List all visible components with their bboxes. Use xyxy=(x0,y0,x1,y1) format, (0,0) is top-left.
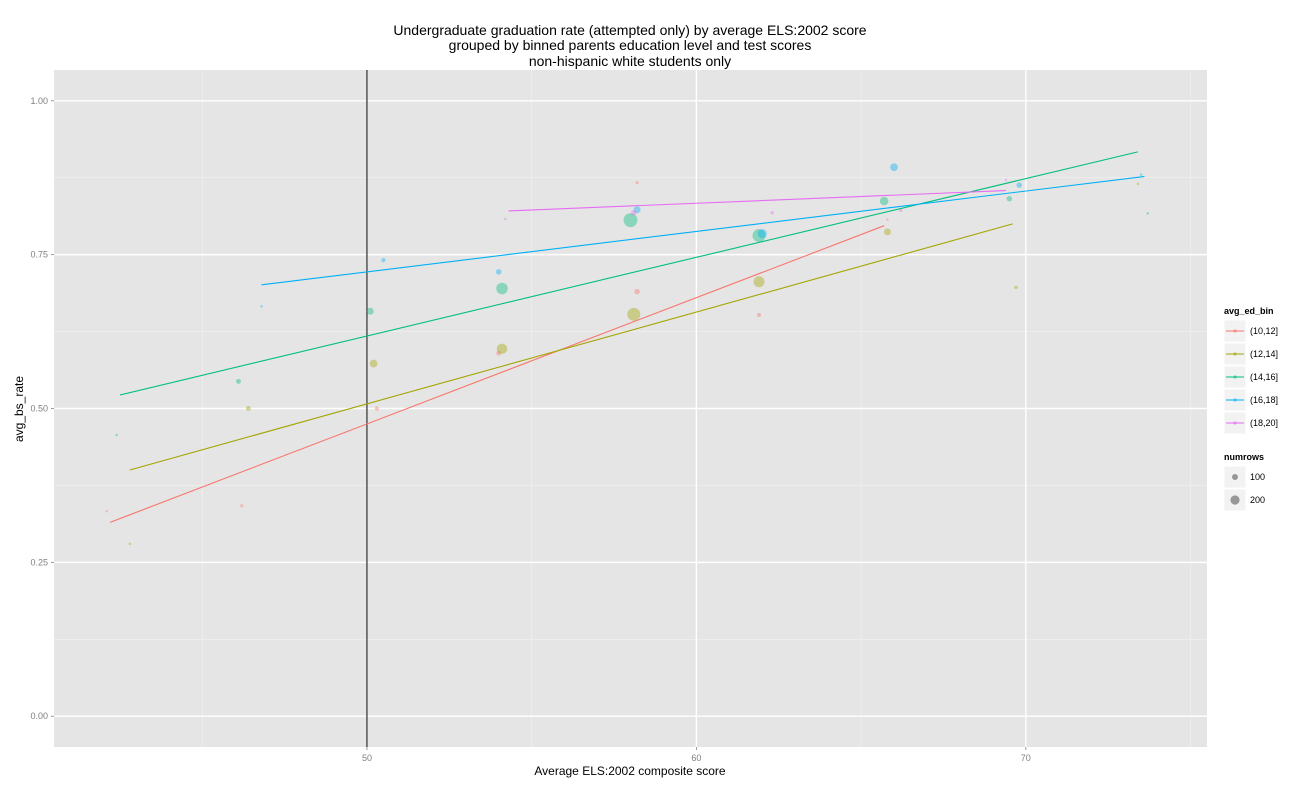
chart-title-line-2: grouped by binned parents education leve… xyxy=(449,37,812,53)
color-legend-dot xyxy=(1233,375,1237,379)
trend-lines-layer xyxy=(109,151,1145,523)
data-point xyxy=(1139,173,1143,176)
size-legend-label: 100 xyxy=(1250,472,1265,482)
x-axis-title: Average ELS:2002 composite score xyxy=(534,764,726,778)
y-tick-label: 0.50 xyxy=(30,404,48,414)
data-point xyxy=(757,229,767,239)
data-point xyxy=(369,359,378,368)
data-point xyxy=(240,504,244,508)
data-point xyxy=(623,213,638,228)
color-legend-title: avg_ed_bin xyxy=(1224,306,1274,316)
y-axis-title: avg_bs_rate xyxy=(12,376,26,442)
data-point xyxy=(1014,285,1018,289)
color-legend-label: (10,12] xyxy=(1250,326,1278,336)
x-tick-label: 60 xyxy=(691,753,701,763)
data-point xyxy=(890,163,898,172)
data-point xyxy=(236,378,241,384)
data-point xyxy=(1016,182,1022,188)
data-point xyxy=(635,181,639,185)
data-point xyxy=(756,312,762,318)
color-legend-label: (14,16] xyxy=(1250,372,1278,382)
y-tick-label: 0.25 xyxy=(30,557,48,567)
data-point xyxy=(633,206,641,214)
points-layer xyxy=(105,163,1149,546)
trend-line xyxy=(508,190,1007,212)
data-point xyxy=(495,269,502,275)
data-point xyxy=(753,276,765,288)
size-legend-dot xyxy=(1230,495,1240,505)
data-point xyxy=(1004,178,1008,182)
data-point xyxy=(366,307,374,315)
data-point xyxy=(496,282,508,295)
color-legend-dot xyxy=(1233,329,1237,333)
data-point xyxy=(381,258,386,263)
color-legend-dot xyxy=(1233,398,1237,402)
x-tick-label: 50 xyxy=(362,753,372,763)
x-tick-label: 70 xyxy=(1021,753,1031,763)
color-legend-label: (12,14] xyxy=(1250,349,1278,359)
size-legend-dot xyxy=(1232,474,1238,480)
y-tick-label: 0.75 xyxy=(30,250,48,260)
x-axis: 50 60 70 xyxy=(362,747,1031,763)
chart-title-line-1: Undergraduate graduation rate (attempted… xyxy=(393,22,866,38)
trend-line xyxy=(129,223,1013,471)
trend-line xyxy=(109,225,885,523)
trend-line xyxy=(261,175,1145,286)
data-point xyxy=(105,510,108,513)
data-point xyxy=(631,210,637,216)
data-point xyxy=(115,433,118,437)
y-axis: 0.00 0.25 0.50 0.75 1.00 xyxy=(30,96,54,721)
data-point xyxy=(770,211,774,215)
size-legend-keys: 100 200 xyxy=(1223,465,1265,512)
data-point xyxy=(886,218,889,221)
color-legend-label: (16,18] xyxy=(1250,395,1278,405)
data-point xyxy=(128,542,131,546)
color-legend-dot xyxy=(1233,421,1237,425)
legend: avg_ed_bin (10,12](12,14](14,16](16,18](… xyxy=(1223,306,1278,512)
data-point xyxy=(496,343,508,355)
data-point xyxy=(883,228,891,236)
color-legend-keys: (10,12] (12,14] (14,16] (16,18] (18,20] xyxy=(1223,319,1278,435)
size-legend-title: numrows xyxy=(1224,452,1264,462)
color-legend-dot xyxy=(1233,352,1237,356)
data-point xyxy=(260,305,263,308)
y-tick-label: 0.00 xyxy=(30,711,48,721)
data-point xyxy=(634,288,640,295)
data-point xyxy=(1136,182,1140,186)
data-point xyxy=(1006,195,1013,202)
data-point xyxy=(879,196,889,206)
data-point xyxy=(1146,212,1149,215)
data-point xyxy=(752,229,766,243)
color-legend-label: (18,20] xyxy=(1250,418,1278,428)
size-legend-label: 200 xyxy=(1250,495,1265,505)
data-point xyxy=(898,208,903,213)
data-point xyxy=(627,307,641,321)
y-tick-label: 1.00 xyxy=(30,96,48,106)
data-point xyxy=(245,406,251,411)
data-point xyxy=(374,406,379,411)
chart-title-line-3: non-hispanic white students only xyxy=(529,53,731,69)
data-point xyxy=(496,350,502,356)
data-point xyxy=(504,217,507,221)
